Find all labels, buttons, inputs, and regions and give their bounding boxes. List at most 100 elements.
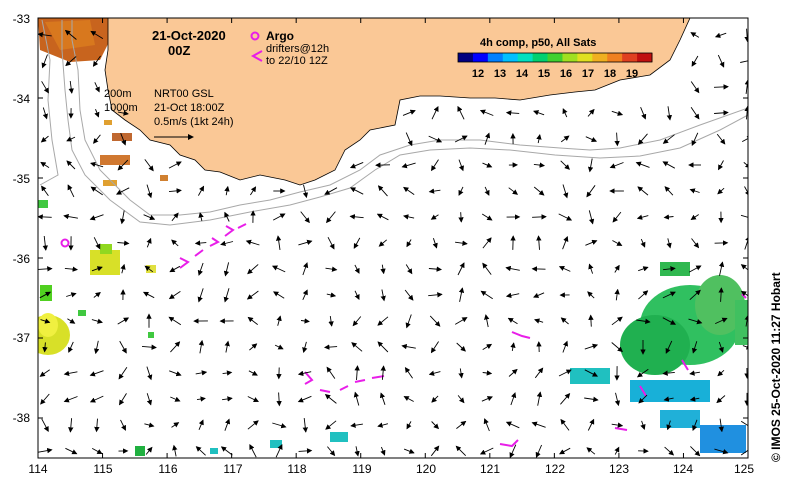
x-tick-label: 120 xyxy=(416,462,436,476)
current-vector xyxy=(691,132,699,147)
current-vector xyxy=(325,266,338,272)
current-vector xyxy=(117,317,130,325)
current-vector xyxy=(484,132,491,145)
current-vector xyxy=(612,211,622,223)
axis-ticks xyxy=(37,17,749,458)
colorbar-title: 4h comp, p50, All Sats xyxy=(480,37,596,49)
current-vector xyxy=(662,370,675,376)
y-tick-label: -38 xyxy=(13,411,31,425)
sst-patches xyxy=(38,18,748,456)
current-vector xyxy=(614,132,620,147)
current-vector xyxy=(585,136,598,142)
current-vector xyxy=(378,239,387,247)
current-vector xyxy=(457,395,465,404)
current-vector xyxy=(92,55,101,67)
x-tick-label: 119 xyxy=(352,462,371,476)
colorbar-cell xyxy=(607,53,623,62)
current-vector xyxy=(637,186,649,196)
current-vector xyxy=(325,420,337,430)
current-vector xyxy=(505,265,520,272)
current-vector xyxy=(93,340,100,355)
current-vector xyxy=(41,185,49,197)
current-vector xyxy=(276,392,282,407)
current-vector xyxy=(431,159,439,172)
current-vector xyxy=(662,161,676,169)
current-vector xyxy=(458,159,464,172)
current-vector xyxy=(718,418,724,433)
current-vector xyxy=(143,291,155,299)
current-vector xyxy=(403,396,414,402)
current-vector xyxy=(354,365,360,381)
colorbar-cell xyxy=(547,53,563,62)
title-date: 21-Oct-2020 xyxy=(152,28,226,43)
current-vector xyxy=(354,446,360,457)
current-vector xyxy=(458,368,464,379)
current-vector xyxy=(401,162,416,169)
current-vector xyxy=(484,314,490,328)
current-vector xyxy=(640,238,646,248)
current-vector xyxy=(744,105,748,120)
current-vector xyxy=(220,240,234,247)
current-vector xyxy=(120,419,126,431)
current-vector xyxy=(250,186,257,196)
current-vector xyxy=(714,32,727,38)
current-vector xyxy=(690,214,699,221)
current-vector xyxy=(481,396,493,402)
current-vector xyxy=(38,32,52,38)
current-vector xyxy=(39,291,51,299)
current-vector xyxy=(584,396,599,403)
current-vector xyxy=(377,316,389,326)
current-vector xyxy=(562,235,569,250)
current-vector xyxy=(327,236,335,250)
current-vector xyxy=(354,290,360,301)
current-vector xyxy=(454,135,468,143)
current-vector xyxy=(611,422,624,428)
current-vector xyxy=(65,56,77,67)
current-vector xyxy=(403,214,415,220)
current-vector xyxy=(690,446,701,457)
current-vector xyxy=(636,318,651,325)
current-vector xyxy=(744,186,748,197)
current-vector xyxy=(505,292,520,299)
current-vector xyxy=(172,444,178,457)
current-vector xyxy=(328,316,334,327)
current-vector xyxy=(222,370,233,376)
current-vector xyxy=(484,186,490,196)
current-vector xyxy=(247,264,259,275)
current-vector xyxy=(38,266,53,272)
current-vector xyxy=(245,239,260,246)
current-vector xyxy=(246,290,259,300)
current-vector xyxy=(380,446,386,456)
current-vector xyxy=(40,318,51,324)
colorbar-cell xyxy=(517,53,534,62)
current-vector xyxy=(614,392,621,407)
current-vector xyxy=(714,110,729,116)
colorbar-tick: 15 xyxy=(538,68,550,80)
current-vector xyxy=(740,60,748,63)
colorbar-tick: 16 xyxy=(560,68,572,80)
current-vector xyxy=(689,396,700,402)
current-vector xyxy=(636,214,649,220)
current-vector xyxy=(89,370,104,377)
current-vector xyxy=(224,185,230,196)
colorbar-cell xyxy=(592,53,608,62)
current-vector xyxy=(90,161,104,168)
current-vector xyxy=(666,106,673,121)
current-vector xyxy=(302,184,309,199)
current-vector xyxy=(38,447,53,454)
current-vector xyxy=(562,340,569,353)
current-vector xyxy=(297,370,312,377)
current-vector xyxy=(637,133,648,145)
credit-text: © IMOS 25-Oct-2020 11:27 Hobart xyxy=(769,272,783,462)
current-vector xyxy=(353,237,361,249)
current-vector xyxy=(297,395,312,403)
current-vector xyxy=(224,211,230,222)
current-vector xyxy=(429,315,441,327)
x-tick-label: 125 xyxy=(734,462,754,476)
current-vector xyxy=(146,184,153,199)
current-vector xyxy=(482,162,493,168)
current-vector xyxy=(691,238,700,249)
current-vector xyxy=(741,135,748,142)
current-vector xyxy=(119,210,126,225)
x-tick-label: 118 xyxy=(287,462,306,476)
